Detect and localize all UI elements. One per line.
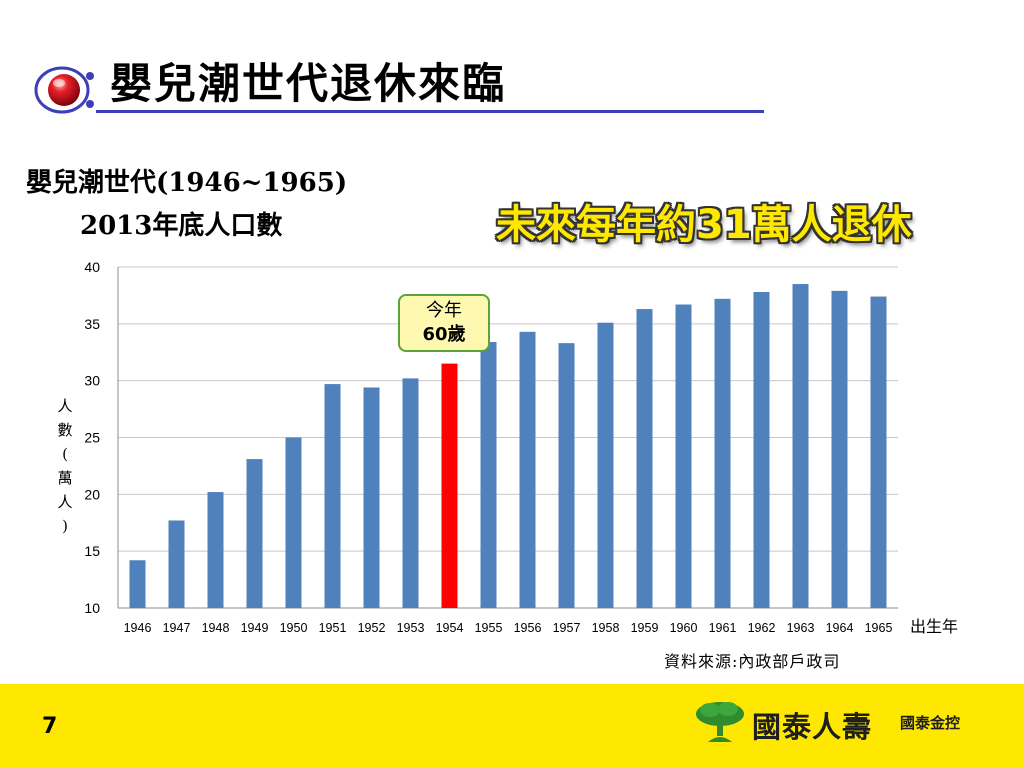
y-axis-label-char: 人 bbox=[57, 397, 73, 415]
retirement-highlight-text: 未來每年約31萬人退休 bbox=[496, 202, 912, 248]
x-tick-label: 1956 bbox=[514, 621, 542, 635]
y-axis-label: 人數(萬人) bbox=[55, 394, 75, 538]
x-tick-label: 1950 bbox=[280, 621, 308, 635]
bar-1951 bbox=[324, 384, 341, 608]
bar-1964 bbox=[831, 290, 848, 608]
bar-1952 bbox=[363, 387, 380, 608]
x-tick-label: 1959 bbox=[631, 621, 659, 635]
tree-logo-icon bbox=[696, 702, 744, 742]
x-tick-label: 1946 bbox=[124, 621, 152, 635]
callout-line1: 今年 bbox=[426, 300, 462, 321]
y-tick-label: 15 bbox=[84, 543, 100, 559]
bar-1962 bbox=[753, 292, 770, 608]
bar-1946 bbox=[129, 560, 146, 608]
chart-subtitle-line2: 2013年底人口數 bbox=[80, 211, 283, 241]
bar-1965 bbox=[870, 296, 887, 608]
y-tick-label: 30 bbox=[84, 373, 100, 389]
bar-1948 bbox=[207, 492, 224, 608]
slide-title: 嬰兒潮世代退休來臨 bbox=[110, 59, 507, 108]
x-tick-label: 1962 bbox=[748, 621, 776, 635]
x-tick-label: 1964 bbox=[826, 621, 854, 635]
x-tick-label: 1957 bbox=[553, 621, 581, 635]
bar-1958 bbox=[597, 322, 614, 608]
x-tick-label: 1955 bbox=[475, 621, 503, 635]
y-tick-label: 40 bbox=[84, 259, 100, 275]
data-source-note: 資料來源:內政部戶政司 bbox=[664, 652, 841, 671]
x-tick-label: 1963 bbox=[787, 621, 815, 635]
bar-1957 bbox=[558, 343, 575, 608]
y-axis-label-char: 人 bbox=[57, 493, 73, 511]
bar-1947 bbox=[168, 520, 185, 608]
callout-line2: 60歲 bbox=[422, 324, 466, 345]
bar-1950 bbox=[285, 437, 302, 608]
age-60-callout: 今年 60歲 bbox=[398, 294, 490, 352]
x-tick-label: 1952 bbox=[358, 621, 386, 635]
title-underline bbox=[96, 110, 764, 113]
bar-1955 bbox=[480, 342, 497, 608]
bar-1959 bbox=[636, 309, 653, 608]
bar-1956 bbox=[519, 331, 536, 608]
bar-1961 bbox=[714, 298, 731, 608]
bar-1953 bbox=[402, 378, 419, 608]
x-tick-label: 1958 bbox=[592, 621, 620, 635]
y-tick-label: 10 bbox=[84, 600, 100, 616]
x-tick-label: 1953 bbox=[397, 621, 425, 635]
birth-cohort-bar-chart: 10 15 20 25 30 35 40 1946 1947 1948 1949 1950 1951 19… bbox=[84, 259, 898, 635]
x-tick-label: 1949 bbox=[241, 621, 269, 635]
x-tick-label: 1948 bbox=[202, 621, 230, 635]
footer-bar bbox=[0, 684, 1024, 768]
bar-1949 bbox=[246, 459, 263, 608]
x-tick-label: 1951 bbox=[319, 621, 347, 635]
footer-brand-name: 國泰人壽 bbox=[752, 710, 873, 744]
chart-subtitle-line1: 嬰兒潮世代(1946~1965) bbox=[26, 168, 348, 198]
y-axis-label-char: ) bbox=[62, 517, 68, 535]
y-axis-label-char: ( bbox=[62, 445, 68, 463]
bar-1960 bbox=[675, 304, 692, 608]
bar-1963 bbox=[792, 284, 809, 608]
x-tick-label: 1960 bbox=[670, 621, 698, 635]
x-tick-label: 1965 bbox=[865, 621, 893, 635]
y-axis-label-char: 萬 bbox=[57, 469, 73, 487]
x-tick-label: 1947 bbox=[163, 621, 191, 635]
y-tick-label: 20 bbox=[84, 486, 100, 502]
y-tick-label: 35 bbox=[84, 316, 100, 332]
y-axis-label-char: 數 bbox=[57, 421, 73, 439]
page-number: 7 bbox=[42, 714, 58, 739]
title-bullet-icon bbox=[34, 66, 94, 114]
footer-holding-name: 國泰金控 bbox=[900, 714, 961, 732]
x-tick-label: 1961 bbox=[709, 621, 737, 635]
y-tick-label: 25 bbox=[84, 430, 100, 446]
x-tick-label: 1954 bbox=[436, 621, 464, 635]
x-axis-label: 出生年 bbox=[910, 617, 959, 636]
bar-1954 bbox=[441, 363, 458, 608]
